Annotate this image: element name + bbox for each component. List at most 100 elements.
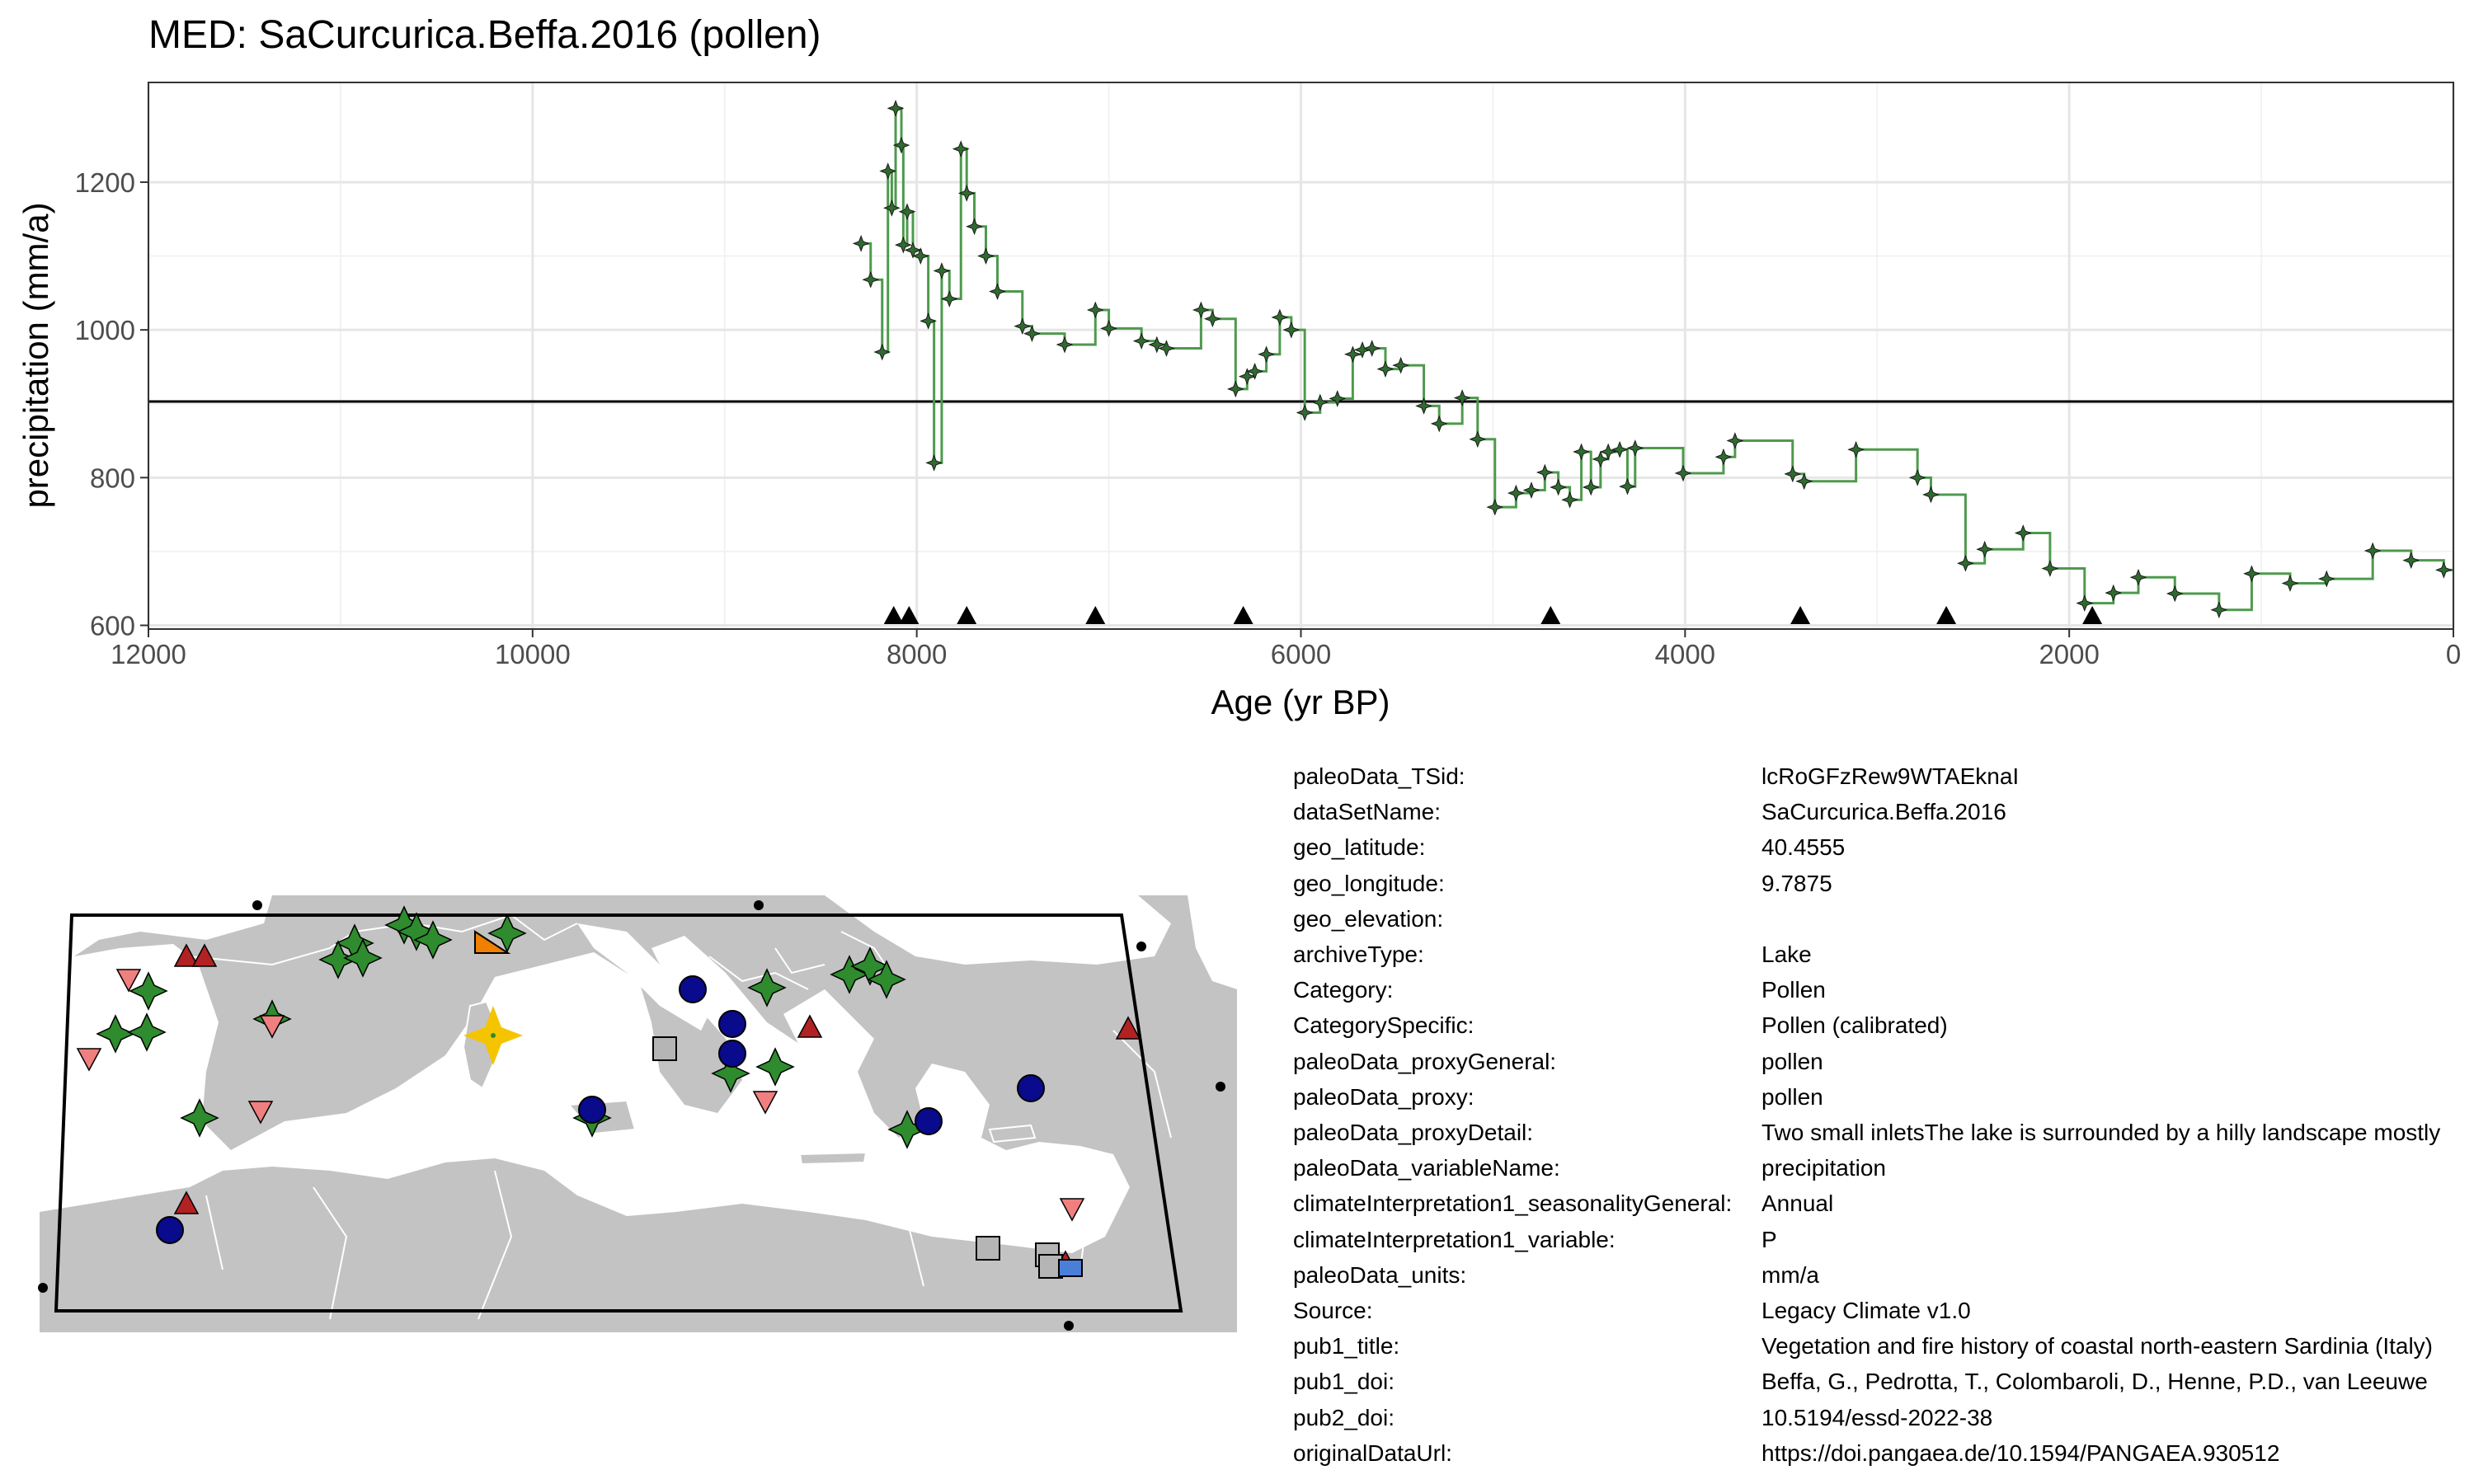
metadata-key: CategorySpecific: <box>1293 1012 1475 1039</box>
data-point <box>873 343 891 361</box>
data-point <box>1132 332 1150 350</box>
data-point <box>1392 356 1410 374</box>
site-markers <box>76 905 1141 1279</box>
metadata-value: Pollen (calibrated) <box>1761 1012 1948 1039</box>
data-point <box>2166 585 2184 603</box>
x-axis-label: Age (yr BP) <box>1211 683 1390 721</box>
x-tick-label: 10000 <box>495 639 571 669</box>
data-point <box>904 241 922 259</box>
data-point <box>882 199 901 217</box>
data-point <box>1674 464 1692 482</box>
data-point <box>894 236 912 254</box>
data-point <box>1550 478 1568 496</box>
age-control-marker <box>883 606 904 624</box>
data-point <box>1522 481 1540 499</box>
age-control-marker <box>899 606 920 624</box>
data-point <box>957 184 976 202</box>
data-point <box>2402 552 2420 570</box>
metadata-value: pollen <box>1761 1083 1823 1110</box>
metadata-value: Two small inletsThe lake is surrounded b… <box>1761 1120 2441 1145</box>
orange-triangle-site <box>474 930 511 954</box>
data-point <box>1343 345 1362 364</box>
data-point <box>1536 463 1554 481</box>
metadata-key: pub1_title: <box>1293 1333 1400 1360</box>
metadata-key: pub1_doi: <box>1293 1369 1395 1395</box>
data-point <box>1258 345 1275 364</box>
metadata-key: archiveType: <box>1293 942 1424 967</box>
age-control-marker <box>1085 606 1106 624</box>
data-point <box>1507 484 1525 502</box>
data-point <box>1100 319 1117 337</box>
age-control-marker <box>1233 606 1253 624</box>
data-point <box>940 290 958 308</box>
data-point <box>989 283 1006 300</box>
y-tick-label: 600 <box>90 611 135 641</box>
data-point <box>1847 440 1865 458</box>
data-point <box>1056 336 1074 354</box>
metadata-key: geo_longitude: <box>1293 870 1445 896</box>
x-tick-label: 2000 <box>2039 639 2099 669</box>
data-point <box>1086 301 1104 319</box>
caspian-sea <box>1188 895 1237 989</box>
highlight-site-center <box>491 1033 496 1038</box>
data-point <box>920 312 938 330</box>
data-point <box>1599 443 1617 461</box>
metadata-key: climateInterpretation1_seasonalityGenera… <box>1293 1190 1733 1217</box>
data-point <box>1795 472 1813 491</box>
x-tick-label: 4000 <box>1655 639 1715 669</box>
blue-circle-sites <box>156 975 1045 1244</box>
metadata-key: dataSetName: <box>1293 799 1441 825</box>
metadata-value: Annual <box>1761 1190 1834 1217</box>
data-point <box>1611 440 1629 458</box>
data-point <box>952 140 970 158</box>
metadata-value: 10.5194/essd-2022-38 <box>1761 1404 1993 1430</box>
data-point <box>1453 389 1471 406</box>
chart-title: MED: SaCurcurica.Beffa.2016 (pollen) <box>148 13 821 57</box>
data-point <box>887 99 905 117</box>
metadata-value: 40.4555 <box>1761 834 1846 861</box>
age-control-markers <box>883 606 2103 624</box>
data-point <box>966 218 983 236</box>
x-tick-label: 6000 <box>1271 639 1331 669</box>
data-point <box>1956 554 1974 572</box>
metadata-value: Vegetation and fire history of coastal n… <box>1761 1333 2433 1360</box>
data-point <box>1486 498 1504 516</box>
metadata-value: pollen <box>1761 1048 1823 1074</box>
adriatic-sea <box>577 923 709 1031</box>
age-control-marker <box>1790 606 1811 624</box>
data-point <box>879 162 897 180</box>
metadata-key: climateInterpretation1_variable: <box>1293 1226 1616 1252</box>
data-point <box>862 270 880 289</box>
mediterranean-sea <box>40 936 1130 1253</box>
data-point <box>2105 584 2123 602</box>
data-point <box>1023 325 1041 343</box>
data-point <box>1592 450 1610 468</box>
metadata-key: paleoData_proxyGeneral: <box>1293 1048 1557 1074</box>
data-point <box>2210 601 2228 619</box>
data-point <box>1238 368 1256 385</box>
data-point <box>1311 393 1329 411</box>
data-point <box>1246 362 1263 380</box>
data-point <box>1626 439 1644 457</box>
data-point <box>898 203 916 221</box>
data-point <box>1226 380 1244 398</box>
data-point <box>977 247 995 265</box>
data-point <box>1469 430 1487 448</box>
data-point <box>2076 594 2094 613</box>
metadata-key: paleoData_units: <box>1293 1261 1467 1288</box>
metadata-key: paleoData_proxy: <box>1293 1083 1475 1110</box>
metadata-key: originalDataUrl: <box>1293 1439 1452 1466</box>
metadata-key: Category: <box>1293 977 1394 1003</box>
data-point <box>1430 415 1448 433</box>
metadata-value: Pollen <box>1761 977 1826 1003</box>
data-point <box>1726 432 1744 449</box>
y-axis-label: precipitation (mm/a) <box>16 202 55 508</box>
data-point <box>1714 448 1733 466</box>
metadata-key: geo_elevation: <box>1293 905 1444 932</box>
data-point <box>2041 560 2059 577</box>
data-point <box>1976 540 1994 558</box>
plot-panel <box>147 82 2455 630</box>
site-map <box>38 895 1237 1332</box>
data-point <box>2281 575 2299 592</box>
